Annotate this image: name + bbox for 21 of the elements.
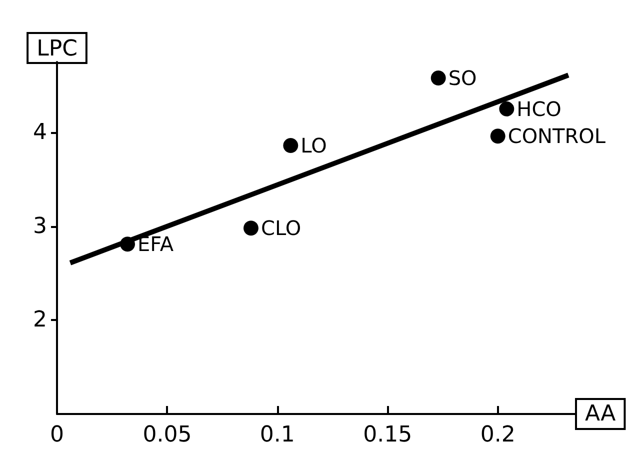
x-tick-label: 0.1 (260, 422, 295, 448)
y-axis-title: LPC (36, 36, 78, 62)
annotation: SO (448, 66, 477, 90)
annotation: CLO (260, 216, 302, 240)
annotation: HCO (516, 96, 562, 121)
y-tick-label: 4 (33, 120, 47, 145)
y-tick-label: 3 (33, 214, 47, 239)
point (490, 128, 506, 144)
x-tick-label: 0.2 (480, 422, 516, 448)
y-tick-label: 2 (33, 308, 47, 333)
point (120, 236, 136, 252)
x-tick-label: 0 (50, 422, 64, 448)
annotation: CONTROL (508, 124, 606, 148)
x-tick-label: 0.15 (363, 422, 412, 448)
point (430, 70, 446, 86)
point (283, 138, 298, 154)
x-axis-title: AA (585, 402, 616, 426)
point (499, 101, 514, 116)
point (243, 220, 258, 236)
x-tick-label: 0.05 (142, 422, 192, 448)
annotation: LO (300, 134, 327, 158)
